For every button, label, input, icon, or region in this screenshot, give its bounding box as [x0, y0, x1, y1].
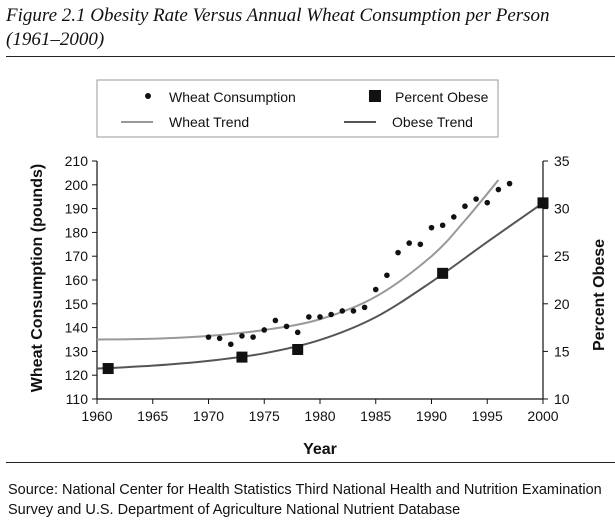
- wheat-consumption-point: [317, 314, 323, 320]
- x-tick-label: 1960: [81, 408, 112, 424]
- x-tick-label: 1970: [193, 408, 224, 424]
- wheat-consumption-point: [506, 180, 513, 187]
- wheat-consumption-point: [462, 203, 468, 210]
- x-tick-label: 2000: [527, 408, 558, 424]
- wheat-consumption-point: [384, 272, 390, 279]
- y2-tick-label: 15: [554, 343, 570, 359]
- wheat-consumption-point: [350, 308, 357, 314]
- y-tick-label: 150: [65, 296, 89, 312]
- x-axis-label: Year: [303, 441, 337, 458]
- y-tick-label: 170: [65, 248, 89, 264]
- y-tick-label: 190: [65, 201, 89, 217]
- footer-divider: [6, 462, 615, 463]
- axes: 1960 1965 1970 1975 1980 1985 1990 1995 2000 110 1…: [65, 153, 570, 424]
- trend-lines: [96, 179, 544, 370]
- percent-obese-point: [437, 267, 449, 279]
- obese-trend-line: [96, 202, 544, 370]
- wheat-consumption-point: [372, 286, 379, 293]
- wheat-consumption-point: [283, 323, 290, 330]
- wheat-consumption-point: [261, 327, 268, 333]
- y-tick-label: 140: [65, 320, 89, 336]
- wheat-consumption-point: [228, 341, 234, 348]
- wheat-consumption-point: [205, 334, 212, 340]
- source-note: Source: National Center for Health Stati…: [8, 482, 602, 518]
- wheat-consumption-point: [294, 329, 301, 336]
- wheat-consumption-point: [406, 240, 413, 246]
- y2-tick-label: 35: [554, 153, 570, 169]
- wheat-consumption-point: [306, 314, 312, 320]
- wheat-consumption-legend-swatch: [145, 93, 151, 99]
- wheat-consumption-point: [328, 311, 334, 318]
- obese-trend-legend-label: Obese Trend: [392, 114, 473, 130]
- y-axis-label: Wheat Consumption (pounds): [29, 164, 46, 392]
- x-tick-label: 1980: [304, 408, 335, 424]
- legend: Wheat Consumption Percent Obese Wheat Tren…: [121, 89, 489, 130]
- wheat-consumption-point: [272, 317, 279, 324]
- wheat-consumption-point: [250, 334, 256, 340]
- x-tick-label: 1975: [249, 408, 280, 424]
- wheat-consumption-legend-label: Wheat Consumption: [169, 89, 296, 105]
- percent-obese-point: [537, 197, 549, 209]
- y2-tick-label: 20: [554, 296, 570, 312]
- wheat-consumption-point: [239, 333, 245, 339]
- percent-obese-point: [102, 363, 114, 375]
- y-tick-label: 180: [65, 224, 89, 240]
- y-tick-label: 200: [65, 177, 89, 193]
- wheat-consumption-point: [339, 308, 346, 314]
- wheat-consumption-point: [417, 241, 424, 248]
- x-tick-label: 1990: [416, 408, 447, 424]
- title-divider: [6, 56, 615, 57]
- wheat-consumption-point: [216, 335, 223, 342]
- wheat-consumption-point: [439, 222, 446, 229]
- percent-obese-legend-label: Percent Obese: [395, 89, 489, 105]
- data-points: [102, 180, 549, 375]
- x-tick-label: 1995: [472, 408, 503, 424]
- y2-tick-label: 10: [554, 391, 570, 407]
- figure-title: Figure 2.1 Obesity Rate Versus Annual Wh…: [6, 5, 550, 50]
- wheat-consumption-point: [451, 214, 457, 220]
- y2-tick-label: 30: [554, 201, 570, 217]
- wheat-consumption-point: [495, 186, 502, 193]
- y-tick-label: 110: [66, 391, 89, 407]
- y-tick-label: 160: [65, 272, 89, 288]
- x-tick-label: 1965: [137, 408, 168, 424]
- wheat-consumption-point: [428, 224, 435, 231]
- percent-obese-point: [292, 343, 304, 355]
- y2-axis-label: Percent Obese: [591, 239, 608, 351]
- wheat-consumption-point: [473, 196, 479, 202]
- y-tick-label: 210: [65, 153, 89, 169]
- percent-obese-point: [236, 351, 248, 363]
- wheat-consumption-point: [361, 304, 368, 311]
- wheat-trend-legend-label: Wheat Trend: [169, 114, 249, 130]
- wheat-consumption-point: [484, 199, 491, 206]
- wheat-consumption-point: [395, 249, 401, 256]
- legend-box: [96, 79, 499, 138]
- percent-obese-legend-swatch: [369, 90, 381, 102]
- y-tick-label: 130: [65, 343, 89, 359]
- x-tick-label: 1985: [360, 408, 391, 424]
- y-tick-label: 120: [65, 367, 89, 383]
- y2-tick-label: 25: [554, 248, 570, 264]
- wheat-trend-line: [96, 179, 500, 341]
